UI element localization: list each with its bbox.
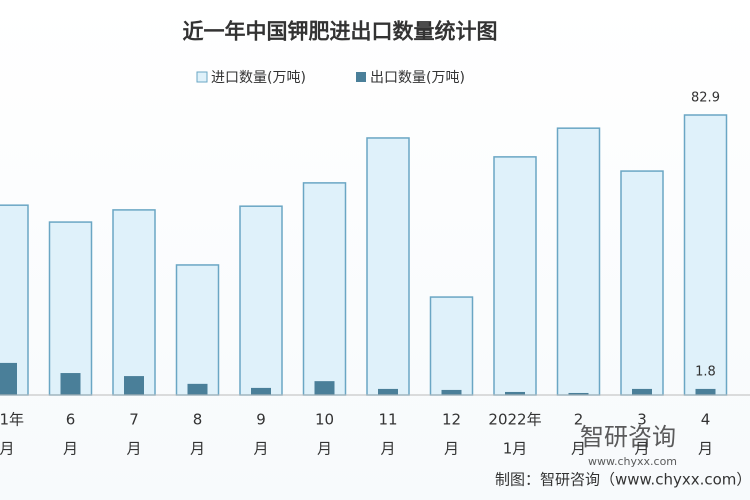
bar [0, 362, 17, 395]
x-tick-label: 月 [571, 440, 586, 458]
x-tick-label: 月 [634, 440, 649, 458]
x-tick-label: 月 [63, 440, 78, 458]
bar [556, 127, 601, 396]
bar [175, 264, 220, 396]
chart-title: 近一年中国钾肥进出口数量统计图 [183, 19, 498, 44]
bar [251, 387, 271, 395]
watermark: 智研咨询 [580, 423, 676, 451]
x-tick-label: 4 [701, 411, 711, 429]
bar [620, 170, 664, 396]
x-tick-label: 月 [698, 440, 713, 458]
bar [378, 388, 398, 395]
x-tick-label: 月 [444, 440, 459, 458]
legend-swatch [356, 72, 366, 82]
bar [239, 205, 283, 396]
bar [695, 388, 716, 395]
x-tick-label: 9 [256, 411, 266, 429]
x-tick-label: 21年 [0, 411, 24, 429]
legend-label: 进口数量(万吨) [211, 70, 306, 86]
x-tick-label: 1月 [503, 440, 528, 458]
legend-label: 出口数量(万吨) [370, 70, 465, 86]
x-tick-label: 月 [126, 440, 141, 458]
x-tick-label: 月 [190, 440, 205, 458]
legend-swatch [196, 71, 208, 83]
bar [429, 296, 474, 396]
bar [441, 389, 462, 395]
x-tick-label: 6 [66, 411, 76, 429]
source: 制图：智研咨询（www.chyxx.com） [495, 471, 750, 489]
bar [314, 381, 335, 395]
bar [187, 383, 208, 395]
bar [632, 388, 652, 395]
bar [505, 391, 525, 395]
watermark: www.chyxx.com [588, 455, 677, 468]
x-tick-label: 10 [315, 411, 334, 429]
bar [302, 182, 347, 396]
bar [493, 156, 537, 396]
x-tick-label: 月 [380, 440, 395, 458]
bar [60, 373, 81, 395]
x-tick-label: 2022年 [488, 411, 541, 429]
x-tick-label: 月 [253, 440, 268, 458]
x-tick-label: 8 [193, 411, 203, 429]
x-tick-label: 11 [378, 411, 397, 429]
data-label: 82.9 [691, 91, 720, 106]
x-tick-label: 月 [0, 440, 15, 458]
bar [124, 376, 144, 395]
x-tick-label: 2 [574, 411, 584, 429]
x-tick-label: 月 [317, 440, 332, 458]
x-tick-label: 7 [129, 411, 139, 429]
bar [48, 221, 93, 396]
x-tick-label: 3 [637, 411, 647, 429]
bar [683, 114, 728, 396]
bar [112, 209, 156, 396]
data-label: 1.8 [695, 364, 716, 379]
bar [568, 392, 589, 395]
bar [366, 137, 410, 396]
x-tick-label: 12 [442, 411, 461, 429]
